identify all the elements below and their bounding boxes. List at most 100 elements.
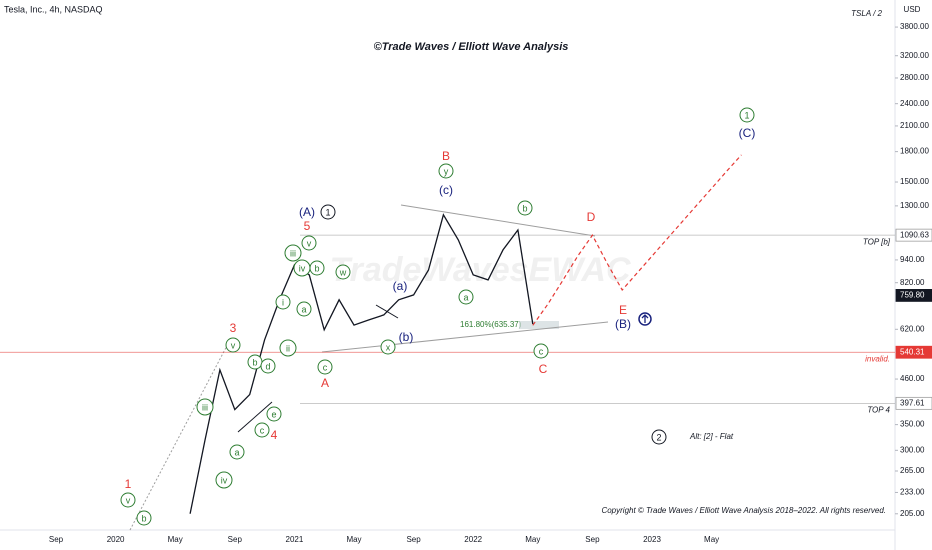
price-tag	[895, 345, 932, 359]
wave-label: 1	[125, 477, 132, 491]
wave-label: c	[539, 346, 544, 356]
x-tick-label: Sep	[49, 535, 64, 544]
y-tick-label: 3200.00	[900, 51, 929, 60]
wave-circle	[120, 492, 136, 508]
wave-circle	[739, 107, 755, 123]
wave-label: 1	[325, 207, 330, 217]
wave-circle	[229, 444, 245, 460]
price-tag	[895, 289, 932, 302]
wave-label: v	[231, 340, 236, 350]
fib-label: 161.80%(635.37)	[460, 320, 522, 329]
x-tick-label: May	[525, 535, 540, 544]
wave-label: iii	[202, 402, 208, 412]
wave-circle	[215, 471, 233, 489]
wave-circle	[284, 244, 302, 262]
wave-label: c	[260, 425, 265, 435]
wave-label: iii	[290, 248, 296, 258]
wave-circle	[380, 339, 396, 355]
wave-circle	[458, 289, 474, 305]
wave-label: e	[271, 409, 276, 419]
wave-circle	[275, 294, 291, 310]
wave-circle	[293, 259, 311, 277]
wave-label: b	[522, 203, 527, 213]
wave-label: v	[307, 238, 312, 248]
x-tick-label: 2023	[643, 535, 661, 544]
x-tick-label: Sep	[406, 535, 421, 544]
y-tick-label: 1500.00	[900, 177, 929, 186]
wave-label: a	[301, 304, 306, 314]
price-tag-label: 1090.63	[900, 230, 929, 239]
y-tick-label: 460.00	[900, 374, 925, 383]
y-tick-label: 3800.00	[900, 22, 929, 31]
level-note: TOP [b]	[863, 237, 891, 246]
wave-label: a	[234, 447, 239, 457]
wave-circle	[225, 337, 241, 353]
y-tick-label: 620.00	[900, 324, 925, 333]
price-tag	[895, 396, 932, 410]
wave-circle	[260, 358, 276, 374]
y-tick-label: 205.00	[900, 509, 925, 518]
y-tick-label: 2400.00	[900, 99, 929, 108]
x-tick-label: Sep	[228, 535, 243, 544]
wave-label: 5	[304, 219, 311, 233]
wave-label: v	[126, 495, 131, 505]
wave-label: i	[282, 297, 284, 307]
wave-label: (c)	[439, 183, 453, 197]
y-tick-label: 940.00	[900, 255, 925, 264]
fib-zone	[519, 321, 559, 329]
y-tick-label: 1800.00	[900, 147, 929, 156]
wave-label: b	[141, 513, 146, 523]
alt-label: Alt: [2] - Flat	[689, 432, 734, 441]
copyright: Copyright © Trade Waves / Elliott Wave A…	[601, 506, 886, 515]
price-line	[189, 213, 534, 514]
wave-circle	[320, 204, 336, 220]
wave-label: C	[539, 362, 548, 376]
watermark: TradeWavesEWAC	[329, 251, 631, 289]
level-note: TOP 4	[867, 405, 890, 414]
x-tick-label: Sep	[585, 535, 600, 544]
trendline	[237, 401, 273, 433]
wave-label: (A)	[299, 205, 315, 219]
x-tick-label: May	[704, 535, 719, 544]
wave-label: ii	[286, 343, 290, 353]
x-tick-label: May	[168, 535, 183, 544]
y-tick-label: 265.00	[900, 466, 925, 475]
wave-label: 3	[230, 321, 237, 335]
x-tick-label: 2022	[464, 535, 482, 544]
wave-label: b	[314, 263, 319, 273]
wave-label: (B)	[615, 317, 631, 331]
price-tag-label: 759.80	[900, 291, 925, 300]
y-tick-label: 233.00	[900, 488, 925, 497]
wave-label: (C)	[739, 126, 756, 140]
ratio-label: TSLA / 2	[851, 9, 882, 18]
wave-label: (b)	[399, 330, 414, 344]
wave-label: A	[321, 376, 329, 390]
x-tick-label: 2021	[286, 535, 304, 544]
y-tick-label: 820.00	[900, 278, 925, 287]
wave-label: y	[444, 166, 449, 176]
price-tag-label: 540.31	[900, 347, 925, 356]
wave-label: x	[386, 342, 391, 352]
wave-circle	[438, 163, 454, 179]
projection-line	[532, 154, 742, 326]
wave-label: D	[587, 210, 596, 224]
alert-icon	[638, 312, 652, 326]
wave-circle	[651, 429, 667, 445]
wave-label: a	[463, 292, 468, 302]
wave-label: B	[442, 149, 450, 163]
wave-label: c	[323, 362, 328, 372]
wave-label: E	[619, 303, 627, 317]
chart-title: ©Trade Waves / Elliott Wave Analysis	[374, 41, 569, 53]
trendline	[400, 204, 596, 237]
wave-circle	[317, 359, 333, 375]
wave-circle	[254, 422, 270, 438]
x-tick-label: 2020	[107, 535, 125, 544]
alert-arrow	[641, 314, 649, 323]
y-tick-label: 2800.00	[900, 73, 929, 82]
level-note: invalid.	[865, 354, 890, 363]
y-tick-label: 2100.00	[900, 121, 929, 130]
wave-label: 4	[271, 428, 278, 442]
wave-label: iv	[299, 263, 306, 273]
